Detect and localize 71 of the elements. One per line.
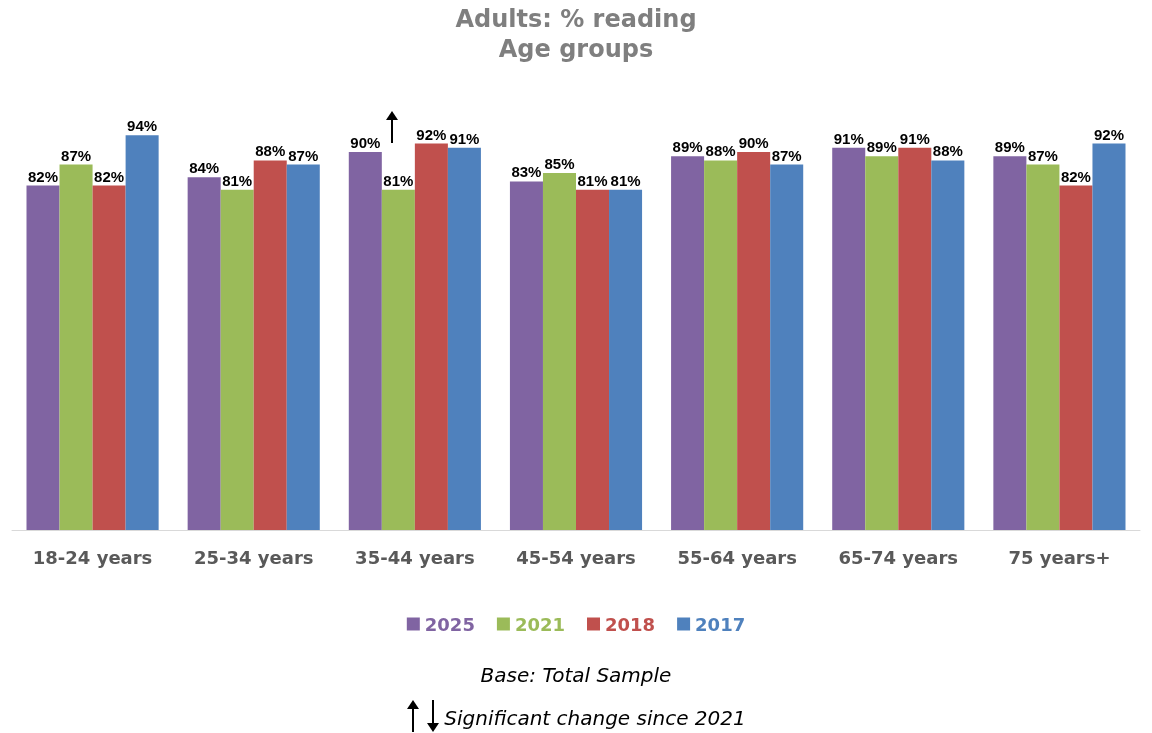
data-label: 85%: [544, 155, 575, 172]
x-tick-label: 45-54 years: [516, 546, 636, 568]
data-label: 82%: [94, 167, 125, 185]
legend-label: 2017: [695, 613, 746, 635]
data-label: 90%: [738, 134, 769, 151]
text: Base: Total Sample: [479, 663, 673, 687]
bar: [348, 152, 382, 530]
data-label: 81%: [577, 171, 608, 189]
data-label: 88%: [255, 142, 286, 160]
data-label: 87%: [771, 146, 802, 164]
bar: [92, 185, 126, 530]
x-tick-label: 35-44 years: [355, 546, 475, 568]
x-tick-label: 75 years+: [1008, 546, 1111, 568]
data-label: 87%: [1027, 146, 1058, 164]
bar: [1026, 164, 1060, 530]
legend-label: 2018: [605, 613, 656, 635]
legend-label: 2025: [424, 613, 475, 635]
bar: [576, 189, 610, 530]
bar: [704, 160, 738, 530]
data-label: 82%: [28, 167, 59, 185]
bar: [865, 156, 899, 530]
bar: [253, 160, 287, 530]
data-label: 81%: [383, 171, 414, 189]
bar: [26, 185, 60, 530]
data-label: 83%: [511, 163, 542, 181]
bar: [509, 181, 543, 530]
bar: [609, 189, 643, 530]
data-label: 91%: [449, 129, 480, 147]
x-tick-label: 55-64 years: [677, 546, 797, 568]
chart-title: Adults: % reading: [455, 5, 697, 33]
x-tick-label: 25-34 years: [193, 546, 314, 568]
chart-subtitle: Age groups: [498, 35, 654, 63]
data-label: 84%: [189, 159, 220, 177]
bar: [125, 135, 159, 530]
bar: [187, 177, 221, 530]
bar: [414, 143, 448, 530]
bar: [898, 147, 932, 530]
data-label: 82%: [1060, 167, 1091, 185]
data-label: 81%: [610, 171, 641, 189]
x-tick-label: 65-74 years: [838, 546, 959, 568]
data-label: 91%: [833, 129, 864, 147]
x-tick-label: 18-24 years: [32, 546, 153, 568]
bar: [993, 156, 1027, 530]
data-label: 94%: [127, 117, 158, 135]
bar: [447, 147, 481, 530]
data-label: 87%: [288, 146, 319, 164]
bar: [1092, 143, 1126, 530]
bar: [220, 189, 254, 530]
bar: [832, 147, 866, 530]
bar: [59, 164, 93, 530]
data-label: 89%: [866, 138, 897, 156]
bar: [770, 164, 804, 530]
data-label: 88%: [705, 142, 736, 160]
data-label: 92%: [416, 125, 447, 143]
data-label: 91%: [899, 129, 930, 147]
bar: [931, 160, 965, 530]
bar: [542, 173, 576, 530]
data-label: 92%: [1093, 125, 1124, 143]
bar: [286, 164, 320, 530]
bar: [671, 156, 705, 530]
legend-label: 2021: [514, 613, 566, 635]
text: Significant change since 2021: [444, 706, 746, 730]
data-label: 89%: [994, 138, 1025, 156]
data-label: 87%: [61, 146, 92, 164]
data-label: 81%: [222, 171, 253, 189]
data-label: 88%: [932, 142, 963, 160]
bar: [1059, 185, 1093, 530]
data-label: 90%: [350, 134, 381, 151]
bar: [381, 189, 415, 530]
bar: [737, 152, 771, 530]
data-label: 89%: [672, 138, 703, 156]
